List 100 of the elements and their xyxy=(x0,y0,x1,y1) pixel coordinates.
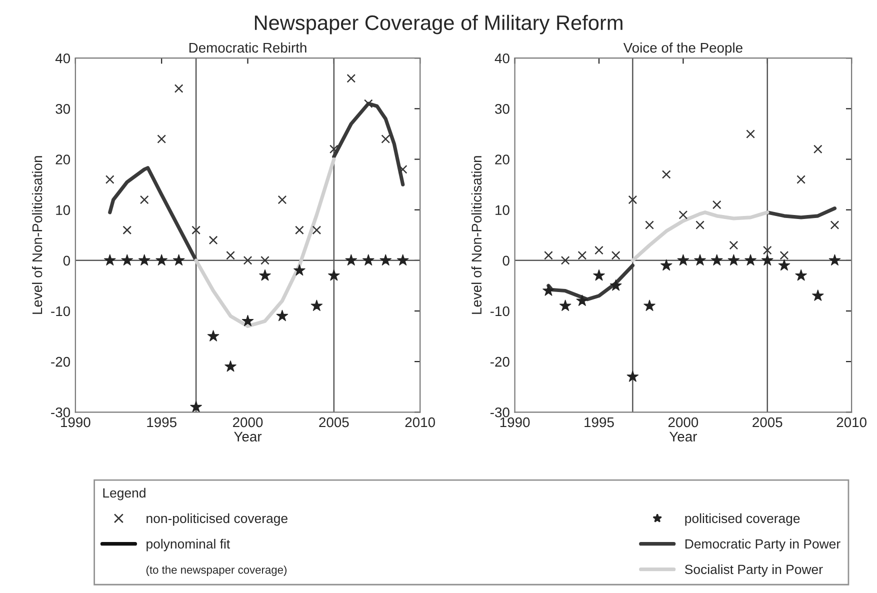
x-tick-label: 1995 xyxy=(584,417,614,428)
point xyxy=(362,254,374,266)
point xyxy=(295,226,304,234)
point xyxy=(121,254,133,266)
x-tick-label: 2010 xyxy=(405,417,435,428)
point xyxy=(611,250,620,260)
point xyxy=(696,220,704,230)
point xyxy=(312,226,322,234)
line-series xyxy=(194,157,336,328)
point xyxy=(156,254,168,266)
point xyxy=(207,330,220,342)
x-tick-label: 2010 xyxy=(836,417,866,428)
point xyxy=(544,250,553,260)
y-tick-label: 20 xyxy=(495,154,510,164)
legend-title: Legend xyxy=(103,488,146,500)
point xyxy=(396,254,409,266)
y-tick-label: 40 xyxy=(494,53,510,64)
y-tick-label: 0 xyxy=(63,256,70,266)
point xyxy=(644,300,656,311)
point xyxy=(208,236,218,245)
point xyxy=(174,84,184,93)
legend-label: Democratic Party in Power xyxy=(685,538,840,552)
legend-label: non-politicised coverage xyxy=(146,513,288,526)
point xyxy=(190,400,202,412)
point xyxy=(728,254,740,266)
point xyxy=(830,220,840,230)
point xyxy=(593,269,605,281)
point xyxy=(610,280,622,291)
point xyxy=(578,250,587,260)
y-tick-label: -10 xyxy=(51,306,70,316)
x-tick-label: 2000 xyxy=(233,417,263,428)
point xyxy=(140,195,149,204)
x-axis-title: Year xyxy=(669,432,697,442)
point xyxy=(626,370,639,382)
point xyxy=(226,250,235,260)
point xyxy=(328,269,340,281)
text: Newspaper Coverage of Military Reform xyxy=(254,14,622,34)
y-tick-label: 30 xyxy=(495,104,510,114)
point xyxy=(398,164,408,174)
point xyxy=(329,144,338,154)
legend-label: Socialist Party in Power xyxy=(684,564,823,577)
point xyxy=(710,254,723,266)
point xyxy=(157,134,166,144)
point xyxy=(762,254,774,266)
line-series xyxy=(630,210,770,262)
point xyxy=(594,246,604,255)
x-tick-label: 1995 xyxy=(147,417,176,428)
point xyxy=(694,254,706,266)
chart-title: Democratic Rebirth xyxy=(189,42,306,53)
point xyxy=(259,269,271,281)
point xyxy=(542,284,554,296)
chart-title: Voice of the People xyxy=(623,42,742,56)
y-tick-label: 10 xyxy=(56,205,70,216)
x-tick-label: 2000 xyxy=(668,417,698,428)
x-tick-label: 1990 xyxy=(61,417,90,428)
point xyxy=(729,240,738,250)
point xyxy=(828,254,841,266)
point xyxy=(380,254,392,266)
point xyxy=(778,259,790,271)
point xyxy=(122,226,132,234)
point xyxy=(278,195,287,204)
point xyxy=(746,130,755,138)
point xyxy=(677,254,690,266)
x-tick-label: 2005 xyxy=(319,417,349,428)
y-tick-label: 30 xyxy=(56,104,70,114)
y-tick-label: -30 xyxy=(51,407,70,418)
point xyxy=(104,254,116,266)
point xyxy=(243,256,252,265)
point xyxy=(260,256,270,265)
point xyxy=(276,310,288,322)
y-tick-label: 10 xyxy=(496,205,510,216)
point xyxy=(813,144,822,154)
point xyxy=(795,269,807,281)
point xyxy=(796,175,806,184)
point xyxy=(192,226,200,234)
point xyxy=(346,74,356,83)
y-tick-label: 0 xyxy=(502,256,510,266)
point xyxy=(660,259,672,271)
point xyxy=(645,220,654,230)
point xyxy=(628,195,638,204)
point xyxy=(294,264,306,276)
point xyxy=(364,99,373,108)
y-axis-title: Level of Non-Politicisation xyxy=(471,156,482,314)
point xyxy=(678,210,688,220)
text: polynominal fit xyxy=(146,538,230,552)
text: (to the newspaper coverage) xyxy=(146,566,287,576)
point xyxy=(224,360,236,372)
point xyxy=(242,314,254,326)
point xyxy=(744,254,756,266)
point xyxy=(559,300,572,311)
legend-label: politicised coverage xyxy=(685,513,800,526)
point xyxy=(560,256,570,265)
y-tick-label: -10 xyxy=(490,306,510,316)
y-tick-label: 20 xyxy=(56,154,70,164)
x-tick-label: 2005 xyxy=(752,417,782,428)
y-tick-label: -20 xyxy=(51,356,70,367)
point xyxy=(662,170,671,179)
y-tick-label: -20 xyxy=(490,356,510,367)
y-tick-label: -30 xyxy=(490,407,510,418)
point xyxy=(105,175,114,184)
